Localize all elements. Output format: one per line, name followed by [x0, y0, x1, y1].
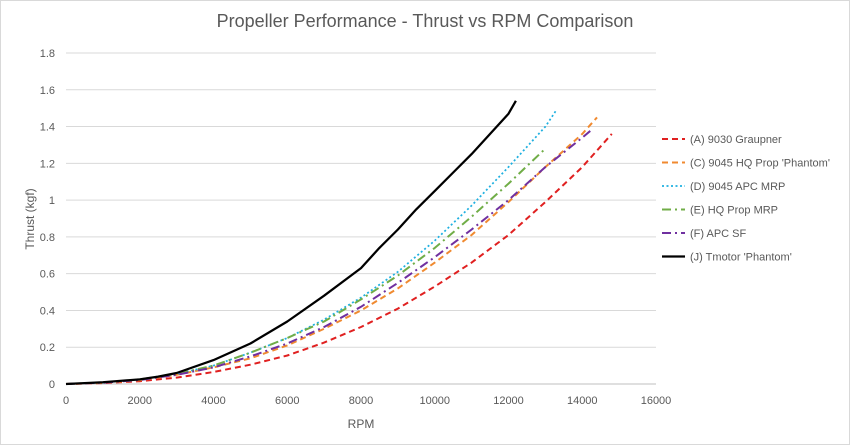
y-tick-label: 1.6 [40, 85, 55, 97]
x-tick-label: 0 [63, 395, 69, 407]
series-group [65, 100, 613, 386]
y-tick-label: 0.2 [40, 342, 55, 354]
gridlines [66, 52, 656, 348]
y-tick-label: 0.8 [40, 232, 55, 244]
legend-label-2: (C) 9045 HQ Prop 'Phantom' [690, 158, 830, 170]
x-tick-label: 4000 [201, 395, 225, 407]
x-tick-label: 10000 [419, 395, 450, 407]
legend-label-3: (D) 9045 APC MRP [690, 181, 785, 193]
legend-label-5: (F) APC SF [690, 228, 747, 240]
legend-label-4: (E) HQ Prop MRP [690, 205, 778, 217]
y-tick-label: 1.2 [40, 158, 55, 170]
series-line-6 [65, 100, 517, 386]
x-tick-label: 16000 [641, 395, 672, 407]
y-tick-label: 1 [49, 195, 55, 207]
x-tick-label: 2000 [128, 395, 152, 407]
y-tick-label: 0 [49, 379, 55, 391]
chart-title: Propeller Performance - Thrust vs RPM Co… [216, 11, 634, 31]
series-line-5 [65, 127, 594, 385]
x-tick-label: 12000 [493, 395, 524, 407]
legend-label-6: (J) Tmotor 'Phantom' [690, 252, 792, 264]
x-tick-label: 8000 [349, 395, 373, 407]
axes: 0 0.2 0.4 0.6 0.8 1 1.2 1.4 1.6 1.8 0 2000 4000 6000 8… [40, 48, 672, 407]
series-line-3 [65, 109, 558, 385]
series-line-1 [65, 133, 613, 385]
y-tick-label: 0.4 [40, 305, 55, 317]
legend: (A) 9030 Graupner (C) 9045 HQ Prop 'Phant… [662, 134, 830, 264]
y-tick-label: 1.8 [40, 48, 55, 60]
legend-label-1: (A) 9030 Graupner [690, 134, 782, 146]
x-tick-label: 6000 [275, 395, 299, 407]
x-tick-label: 14000 [567, 395, 598, 407]
y-axis-label: Thrust (kgf) [23, 188, 37, 249]
y-tick-label: 0.6 [40, 269, 55, 281]
y-tick-label: 1.4 [40, 122, 55, 134]
x-axis-label: RPM [348, 417, 375, 431]
